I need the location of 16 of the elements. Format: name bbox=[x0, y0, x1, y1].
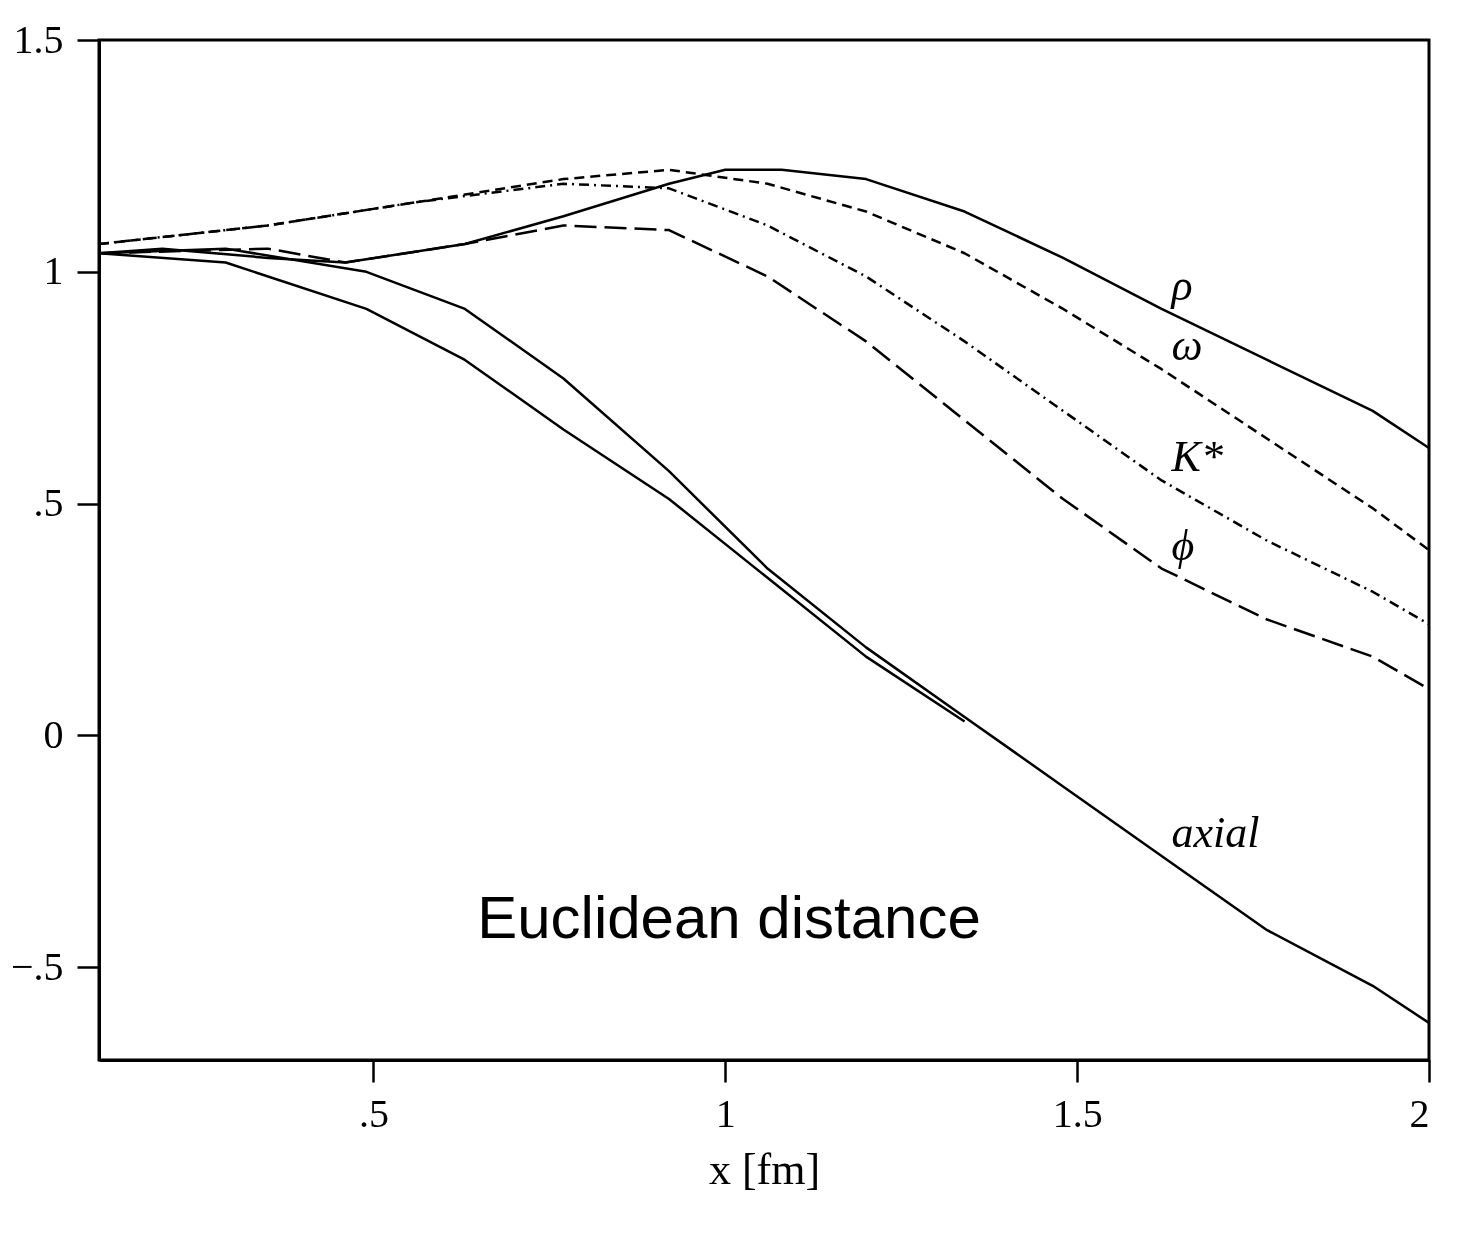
x-axis-title: x [fm] bbox=[708, 1144, 821, 1194]
y-tick-label: .5 bbox=[33, 480, 64, 526]
series-label: ϕ bbox=[1171, 520, 1195, 570]
x-tick-label: .5 bbox=[358, 1090, 389, 1136]
series-label: axial bbox=[1171, 808, 1260, 857]
y-tick-label: 1.5 bbox=[13, 16, 64, 62]
series-label: K* bbox=[1170, 432, 1223, 482]
y-tick-label: −.5 bbox=[10, 943, 64, 989]
x-tick-label: 1.5 bbox=[1052, 1090, 1103, 1136]
x-tick-label: 2 bbox=[1409, 1090, 1430, 1136]
y-tick-label: 1 bbox=[43, 248, 64, 294]
y-tick-label: 0 bbox=[43, 711, 64, 757]
x-tick-label: 1 bbox=[715, 1090, 736, 1136]
series-label: ρ bbox=[1169, 260, 1193, 310]
series-label: ω bbox=[1171, 321, 1203, 371]
annotation: Euclidean distance bbox=[477, 884, 981, 951]
